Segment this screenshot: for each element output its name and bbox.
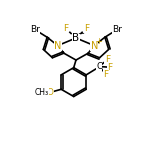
Text: O: O (47, 88, 54, 97)
Text: CH₃: CH₃ (35, 88, 49, 97)
Text: F: F (63, 24, 68, 33)
Text: F: F (84, 24, 89, 33)
Text: B: B (73, 33, 79, 43)
Text: −: − (77, 29, 84, 38)
Text: Br: Br (112, 25, 122, 34)
Text: C: C (96, 62, 102, 71)
Text: Br: Br (30, 25, 40, 34)
Text: +: + (95, 37, 102, 46)
Text: F: F (103, 70, 109, 79)
Text: N: N (54, 41, 61, 51)
Text: F: F (105, 55, 110, 64)
Text: F: F (107, 63, 113, 72)
Text: N: N (91, 41, 98, 51)
